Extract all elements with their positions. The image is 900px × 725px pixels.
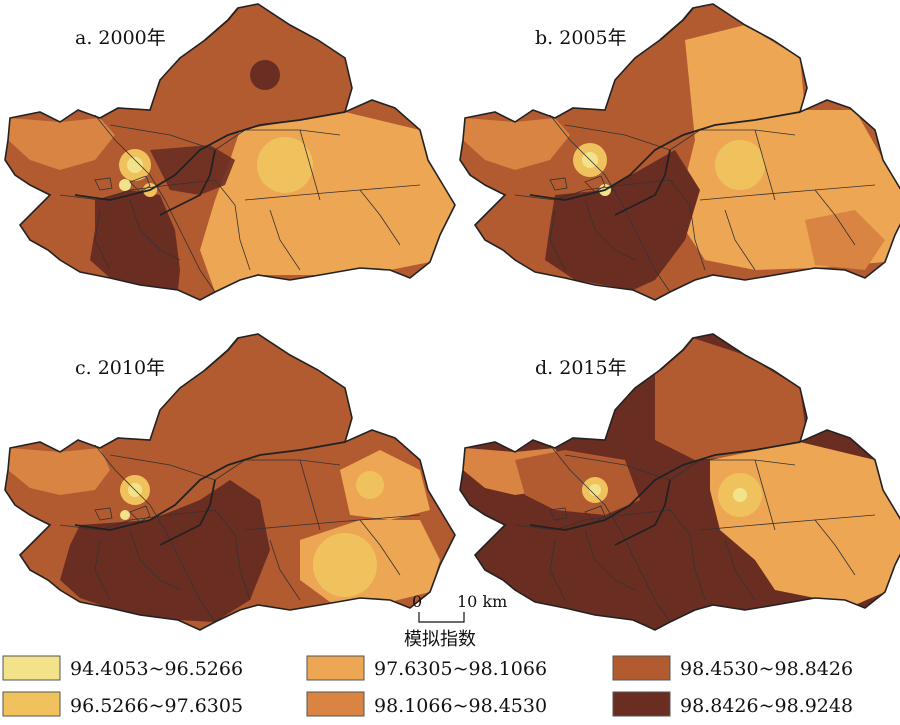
legend-swatch-2 bbox=[2, 691, 61, 717]
map-panel-d: d. 2015年 bbox=[459, 333, 900, 631]
map-panel-c: c. 2010年 bbox=[4, 333, 456, 631]
map-panel-b: b. 2005年 bbox=[459, 3, 900, 301]
legend-item-6: 98.8426~98.9248 bbox=[612, 691, 853, 717]
scale-bar: 0 10 km bbox=[412, 592, 507, 623]
legend-swatch-3 bbox=[306, 655, 365, 681]
panel-title-b: b. 2005年 bbox=[535, 27, 627, 49]
legend-label-2: 96.5266~97.6305 bbox=[70, 695, 243, 717]
legend-item-2: 96.5266~97.6305 bbox=[2, 691, 243, 717]
panel-title-a: a. 2000年 bbox=[75, 27, 166, 49]
legend-item-3: 97.6305~98.1066 bbox=[306, 655, 547, 681]
legend-item-1: 94.4053~96.5266 bbox=[2, 655, 243, 681]
legend-title: 模拟指数 bbox=[404, 629, 476, 650]
legend-label-5: 98.4530~98.8426 bbox=[680, 658, 853, 680]
legend-swatch-5 bbox=[612, 655, 671, 681]
scale-label-zero: 0 bbox=[412, 592, 422, 611]
legend-label-1: 94.4053~96.5266 bbox=[70, 658, 243, 680]
legend-label-3: 97.6305~98.1066 bbox=[374, 658, 547, 680]
legend-label-4: 98.1066~98.4530 bbox=[374, 695, 547, 717]
legend-item-5: 98.4530~98.8426 bbox=[612, 655, 853, 681]
panel-title-c: c. 2010年 bbox=[75, 357, 165, 379]
legend-swatch-1 bbox=[2, 655, 61, 681]
map-panel-a: a. 2000年 bbox=[4, 3, 456, 301]
legend-label-6: 98.8426~98.9248 bbox=[680, 695, 853, 717]
legend-swatch-6 bbox=[612, 691, 671, 717]
panel-title-d: d. 2015年 bbox=[535, 357, 627, 379]
legend-swatch-4 bbox=[306, 691, 365, 717]
legend-item-4: 98.1066~98.4530 bbox=[306, 691, 547, 717]
scale-label-end: 10 km bbox=[457, 592, 507, 611]
